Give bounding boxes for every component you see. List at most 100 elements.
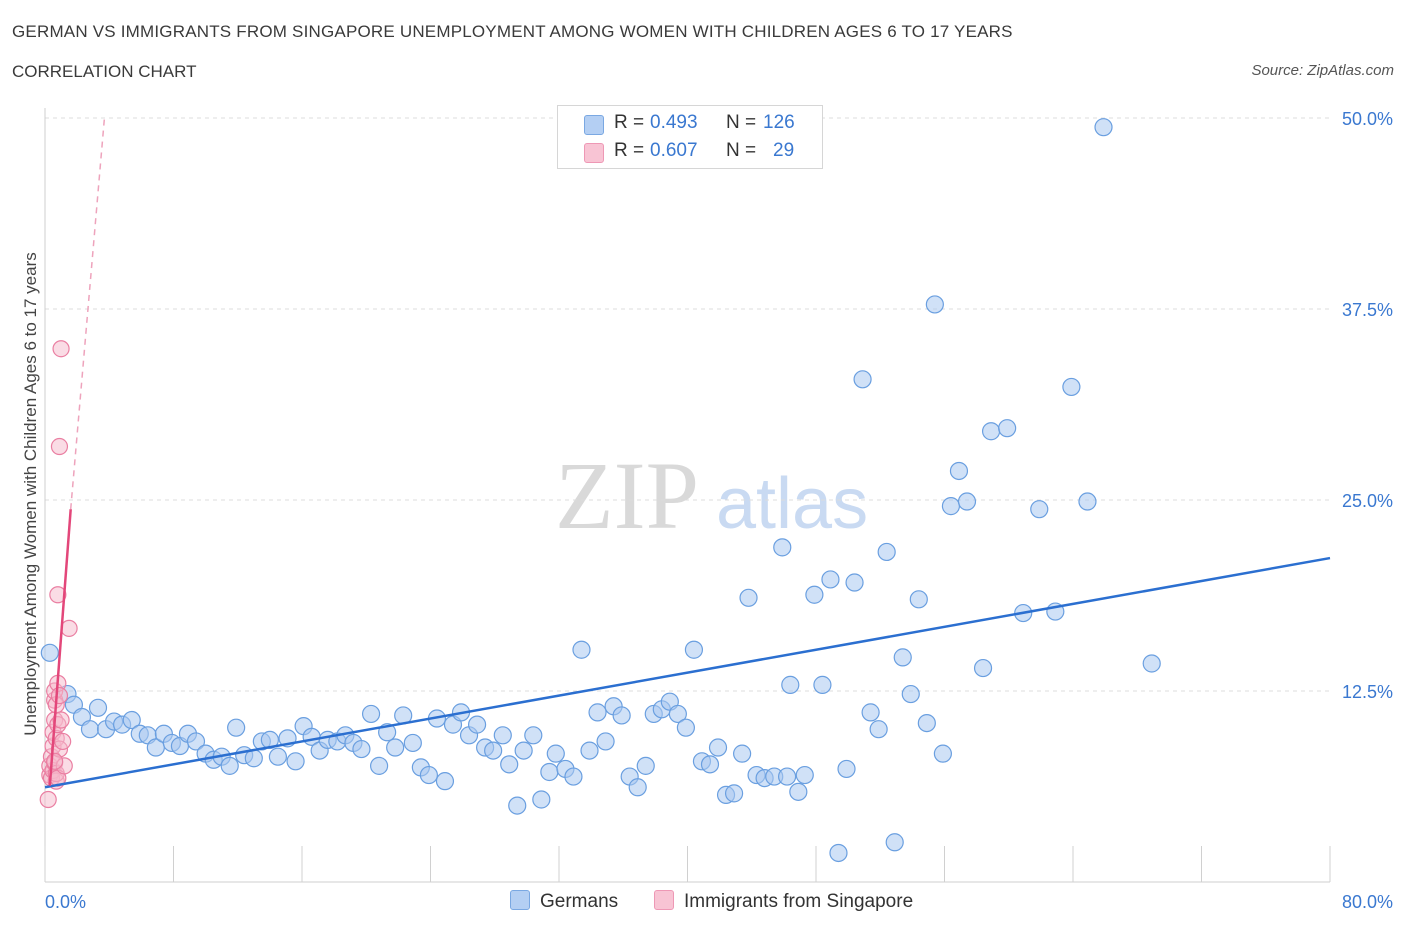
data-point-germans [781,675,800,694]
trendline-singapore-extension [69,117,106,510]
data-point-germans [668,704,687,724]
x-tick-label: 80.0% [1342,892,1393,912]
legend-n-label: N = [726,140,757,161]
data-point-germans [419,765,438,785]
data-point-germans [813,675,832,694]
legend-r-value-singapore: 0.607 [650,140,698,161]
data-point-germans [546,744,565,763]
data-point-germans [998,419,1017,438]
legend-swatch-germans [584,115,604,135]
data-point-germans [88,698,108,717]
bottom-legend-germans: Germans [510,890,618,913]
data-point-germans [40,643,59,662]
bottom-legend-swatch-germans [510,890,530,910]
gridlines [45,117,1330,692]
data-point-germans [795,765,814,785]
legend-r-label: R = [614,112,645,133]
data-point-germans [403,733,422,753]
data-point-germans [861,703,880,722]
watermark-zip: ZIP [555,442,699,549]
data-point-germans [777,767,797,786]
data-point-germans [853,370,872,389]
data-point-germans [386,738,405,757]
bottom-legend-label-germans: Germans [540,891,619,912]
data-point-germans [724,784,744,803]
y-tick-label: 50.0% [1342,109,1393,129]
data-point-germans [532,790,551,809]
x-tick-label: 0.0% [45,892,86,912]
data-point-germans [1094,118,1113,137]
legend-n-value-singapore: 29 [773,140,795,161]
data-point-germans [540,762,559,782]
axes [44,108,1331,883]
data-point-germans [917,713,936,733]
data-point-germans [220,756,239,775]
legend-r-value-germans: 0.493 [650,112,698,133]
chart-title: GERMAN VS IMMIGRANTS FROM SINGAPORE UNEM… [12,22,1013,41]
legend-n-label: N = [726,112,757,133]
data-point-singapore [52,340,70,358]
data-point-germans [286,752,305,771]
data-point-germans [805,585,824,604]
data-point-germans [508,796,527,815]
trendline-singapore [48,509,72,786]
data-point-germans [484,741,503,760]
data-point-germans [227,718,246,737]
data-point-germans [1062,377,1081,397]
data-point-germans [700,755,720,774]
stats-legend: R = 0.493 N = 126 R = 0.607 N = 29 [557,105,823,169]
data-point-singapore [54,732,72,751]
data-point-singapore [50,686,69,705]
y-tick-label: 12.5% [1342,682,1393,702]
singapore-points [39,340,78,809]
data-point-singapore [49,586,67,604]
data-point-germans [524,726,543,745]
data-point-germans [564,767,583,786]
data-point-germans [514,741,533,760]
data-point-germans [572,640,591,659]
data-point-germans [122,710,141,730]
bottom-legend-label-singapore: Immigrants from Singapore [684,891,914,912]
data-point-germans [684,640,704,659]
data-point-singapore [50,437,69,456]
source-label: Source: ZipAtlas.com [1251,62,1394,79]
data-point-singapore [52,711,70,729]
data-point-germans [829,843,848,863]
germans-points [40,118,1161,863]
data-point-singapore [46,752,64,770]
y-tick-label: 37.5% [1342,300,1393,320]
data-point-germans [268,747,288,766]
data-point-germans [636,756,655,775]
data-point-germans [925,295,944,314]
data-point-germans [500,755,519,774]
chart-subtitle: CORRELATION CHART [12,62,197,81]
data-point-germans [933,744,952,763]
data-point-germans [435,772,455,791]
data-point-germans [885,833,904,852]
trendline-germans [44,556,1331,789]
y-axis-label-group: Unemployment Among Women with Children A… [21,252,40,736]
data-point-germans [708,738,728,757]
watermark: ZIP atlas [555,442,868,549]
tick-labels: 12.5% 25.0% 37.5% 50.0% 0.0% 80.0% [45,109,1393,912]
data-point-germans [877,542,896,562]
data-point-germans [941,497,961,516]
data-point-germans [733,744,752,763]
data-point-germans [580,741,599,760]
data-point-germans [596,732,615,751]
data-point-germans [628,778,647,797]
data-point-germans [957,492,977,511]
data-point-germans [893,648,912,667]
legend-r-label: R = [614,140,645,161]
data-point-singapore [39,790,57,809]
bottom-legend-swatch-singapore [654,890,674,910]
data-point-germans [949,461,969,481]
y-tick-label: 25.0% [1342,491,1393,511]
data-point-germans [493,726,512,745]
data-point-germans [973,658,993,678]
data-point-germans [361,704,381,724]
data-point-germans [901,684,920,704]
data-point-germans [1078,492,1097,511]
data-point-germans [821,570,840,589]
